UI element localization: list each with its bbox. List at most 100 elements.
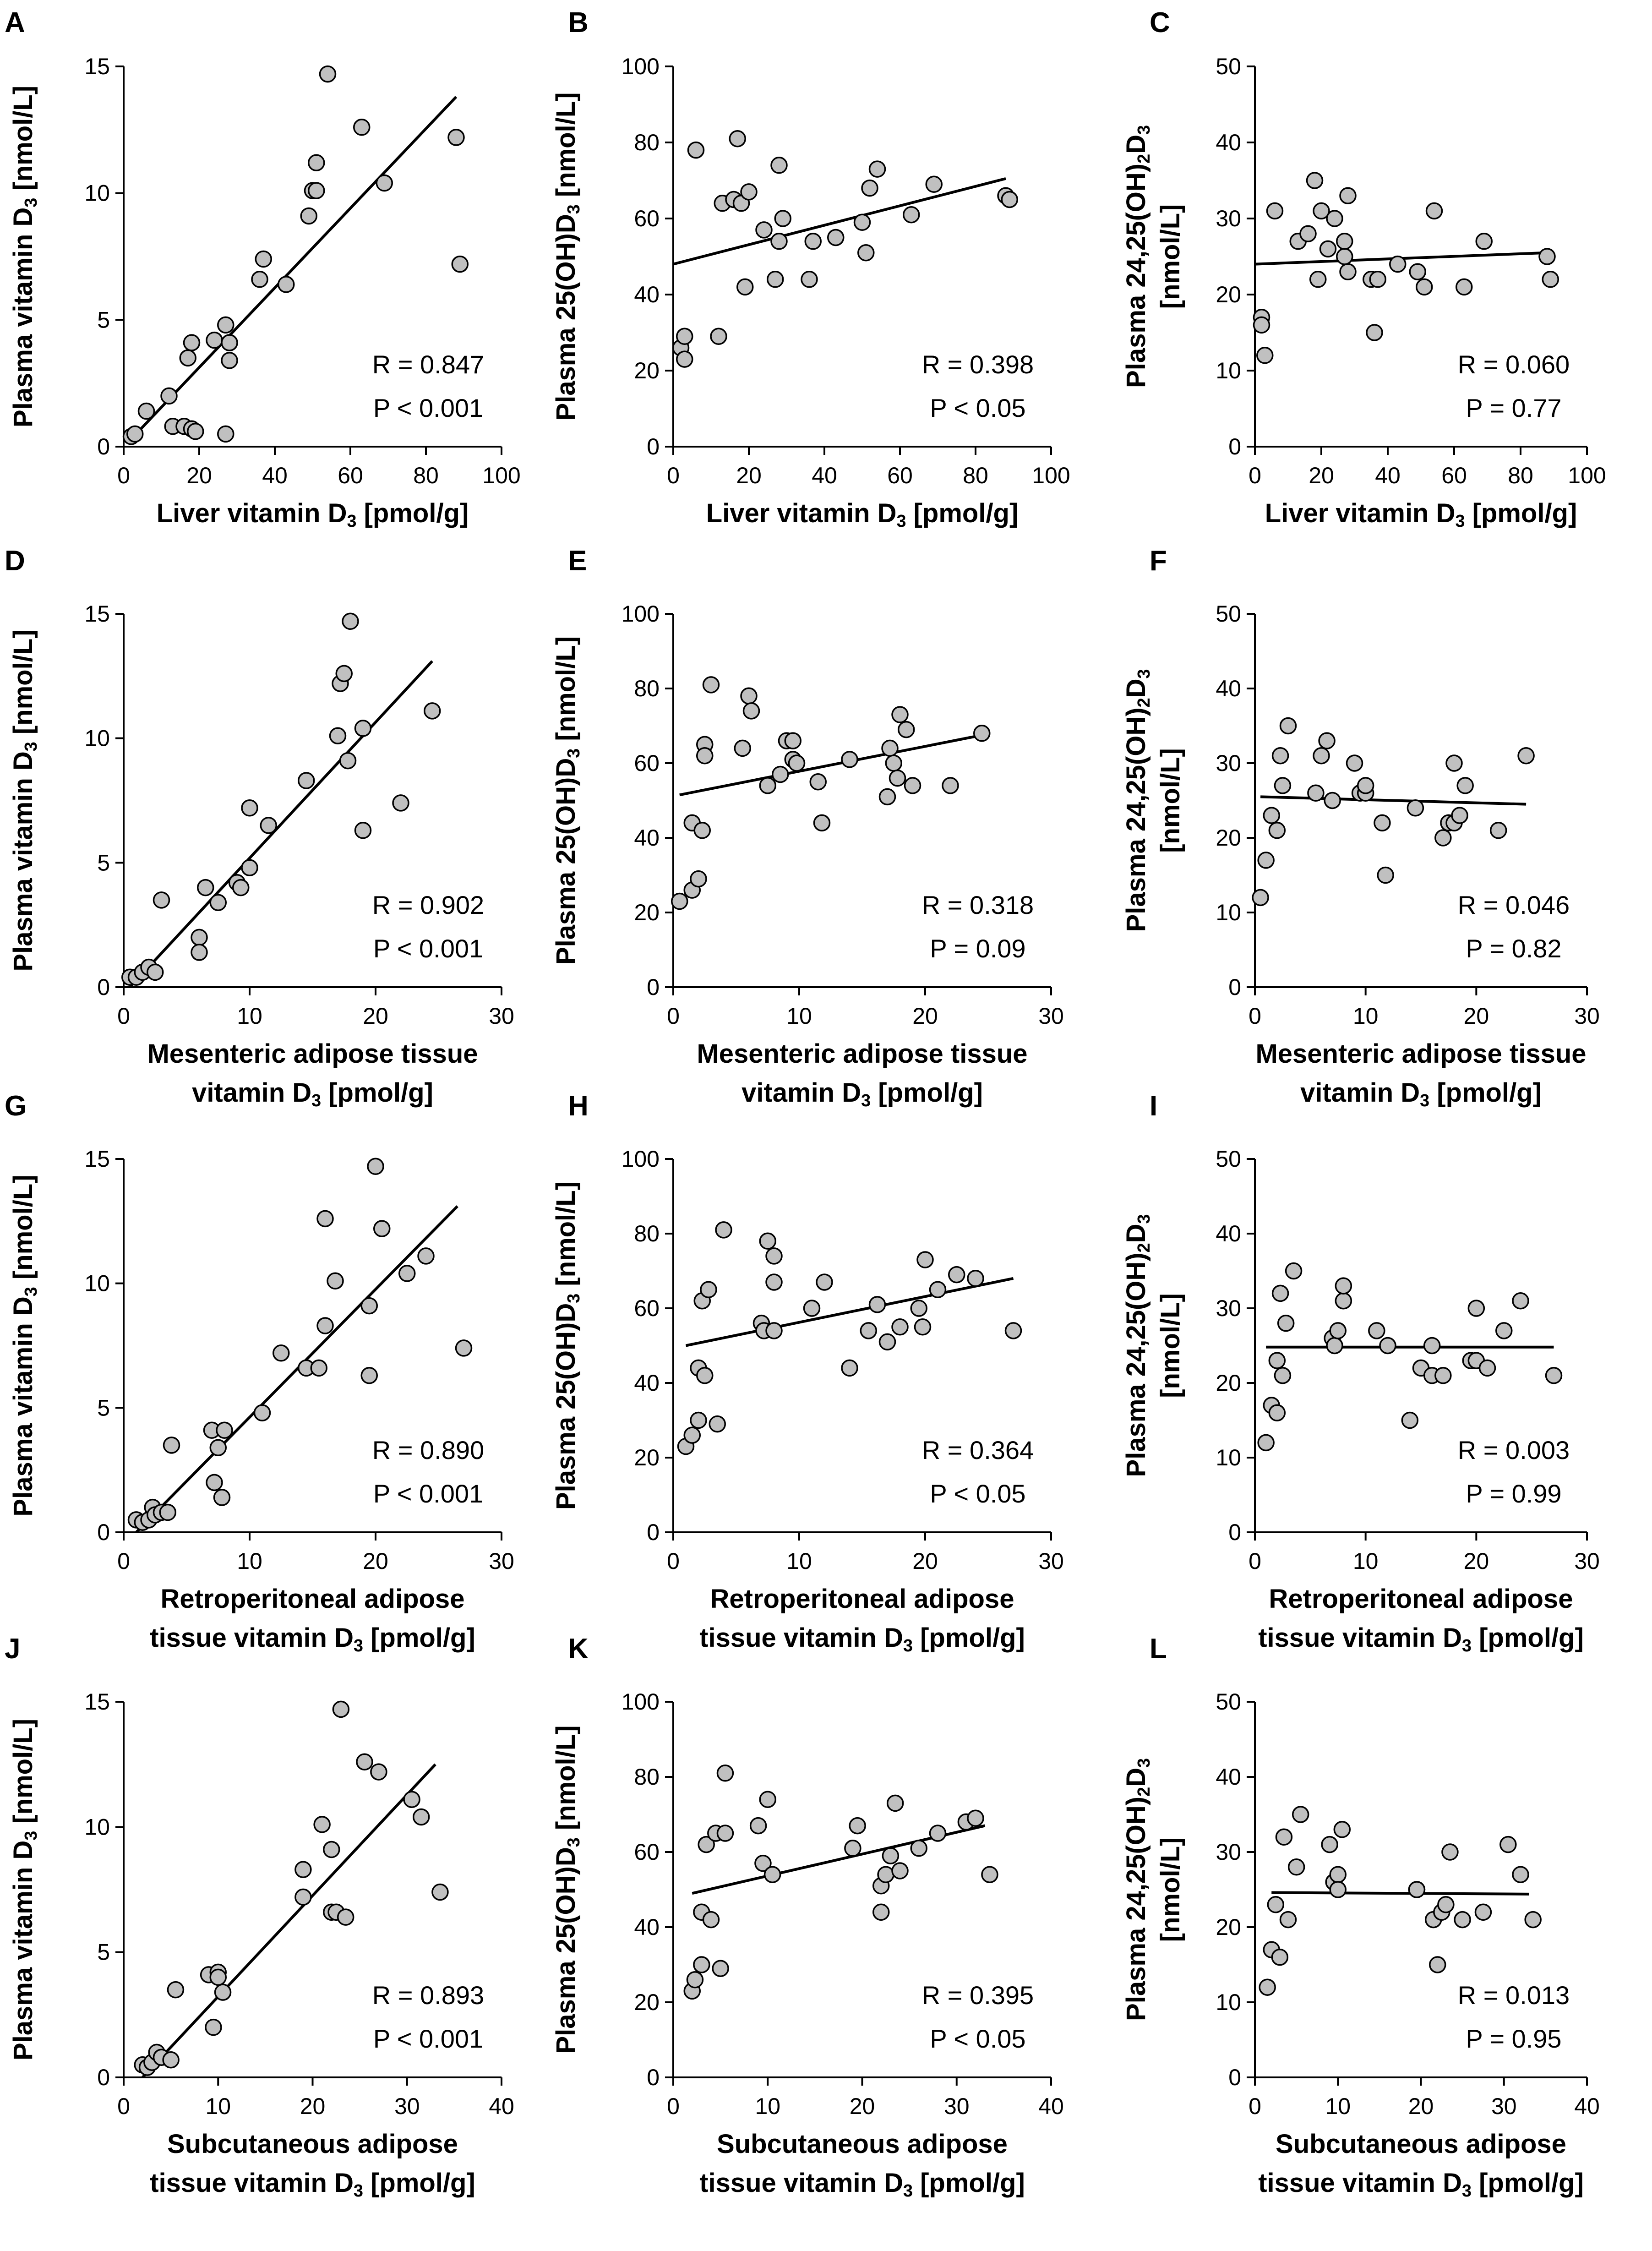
data-point [323,1841,340,1858]
data-point [278,276,295,293]
panel-letter: I [1150,1090,1157,1122]
y-tick-label: 0 [1228,434,1241,459]
data-point [1279,1911,1297,1929]
data-point [759,1791,776,1808]
data-point [763,1866,781,1883]
x-tick-label: 0 [1249,463,1261,488]
y-tick-label: 10 [84,1271,110,1296]
y-tick-label: 20 [1216,825,1241,851]
x-tick-label: 100 [482,463,520,488]
panel-letter: C [1150,7,1170,38]
x-tick-label: 10 [1353,1003,1379,1029]
y-tick-label: 80 [634,1764,660,1790]
y-axis-label-unit: [nmol/L] [1156,1837,1185,1942]
data-point [770,233,788,250]
data-point [676,328,693,345]
x-tick-label: 30 [1038,1548,1064,1574]
data-point [1416,278,1433,296]
x-tick-label: 100 [1032,463,1070,488]
panel-d: D 0 5 10 15 0 10 20 30 R = 0.902 P < 0.001 Mesenter… [5,545,514,1110]
data-point [373,1220,391,1237]
data-point [1324,792,1341,809]
data-point [1429,1956,1446,1973]
data-point [1346,754,1363,772]
y-tick-label: 0 [647,2065,660,2090]
data-point [159,1503,176,1521]
data-point [1336,233,1353,250]
data-point [889,769,906,787]
data-point [885,754,902,772]
data-point [1307,784,1325,802]
y-axis-label: Plasma 25(OH)D3​ [nmol/L] [551,1181,583,1510]
data-point [1538,248,1556,265]
x-tick-label: 20 [912,1003,938,1029]
data-point [160,387,178,405]
x-tick-label: 40 [812,463,837,488]
data-point [671,892,688,910]
data-point [310,1359,327,1377]
y-tick-label: 50 [1216,601,1241,627]
x-axis-label-line2: tissue vitamin D3​ [pmol/g] [699,2168,1025,2200]
regression-line [685,1277,1014,1347]
data-point [772,765,789,783]
y-tick-label: 30 [1216,206,1241,231]
x-axis-label: Subcutaneous adipose [1276,2129,1566,2159]
data-point [1309,271,1327,288]
data-point [354,720,372,737]
y-tick-label: 10 [1216,1989,1241,2015]
x-tick-label: 60 [887,463,913,488]
data-point [241,859,258,876]
data-point [1369,271,1386,288]
x-tick-label: 40 [489,2093,514,2119]
regression-line [130,96,458,440]
x-axis-label-line2: vitamin D3​ [pmol/g] [192,1078,433,1110]
data-point [455,1339,473,1357]
y-tick-label: 80 [634,676,660,701]
panel-a: A 0 5 10 15 0 20 40 60 80 100 R = 0.847 P < 0.001 Liv… [5,7,521,530]
data-point [417,1247,435,1265]
data-point [354,821,372,839]
data-point [1451,807,1468,824]
stat-label: P = 0.95 [1466,2024,1561,2053]
data-point [1434,1366,1452,1384]
y-tick-label: 30 [1216,1839,1241,1865]
y-tick-label: 20 [634,358,660,383]
data-point [221,334,238,351]
x-axis-label: Liver vitamin D3​ [pmol/g] [157,498,469,530]
data-point [716,1765,734,1782]
data-point [765,1247,783,1265]
data-point [137,402,155,420]
data-point [1389,255,1407,273]
data-point [273,1344,290,1362]
y-tick-label: 0 [647,974,660,1000]
x-tick-label: 0 [117,2093,130,2119]
x-axis-label: Liver vitamin D3​ [pmol/g] [706,498,1019,530]
data-point [886,1794,904,1812]
panel-c: C 0 10 20 30 40 50 0 20 40 60 80 100 R = 0.060 P = 0.7… [1121,7,1606,530]
panel-k: K 0 20 40 60 80 100 0 10 20 30 40 R = 0.395 P < 0.05 S… [551,1633,1064,2200]
data-point [1445,754,1463,772]
data-point [1366,324,1383,341]
data-point [1319,240,1337,258]
stat-label: P = 0.09 [930,934,1025,963]
data-point [360,1366,378,1384]
data-point [360,1297,378,1315]
data-point [191,944,208,961]
data-point [214,1983,232,2001]
data-point [209,894,227,912]
stat-label: R = 0.364 [922,1436,1034,1464]
data-point [370,1763,387,1781]
x-tick-label: 40 [1038,2093,1064,2119]
data-point [857,244,875,262]
y-tick-label: 20 [634,900,660,925]
x-tick-label: 80 [963,463,988,488]
data-point [827,229,845,246]
data-point [260,817,277,834]
y-tick-label: 40 [634,282,660,307]
data-point [816,1273,833,1291]
data-point [1545,1366,1563,1384]
stat-label: P < 0.001 [373,2024,483,2053]
x-tick-label: 0 [667,2093,680,2119]
data-point [774,210,791,227]
